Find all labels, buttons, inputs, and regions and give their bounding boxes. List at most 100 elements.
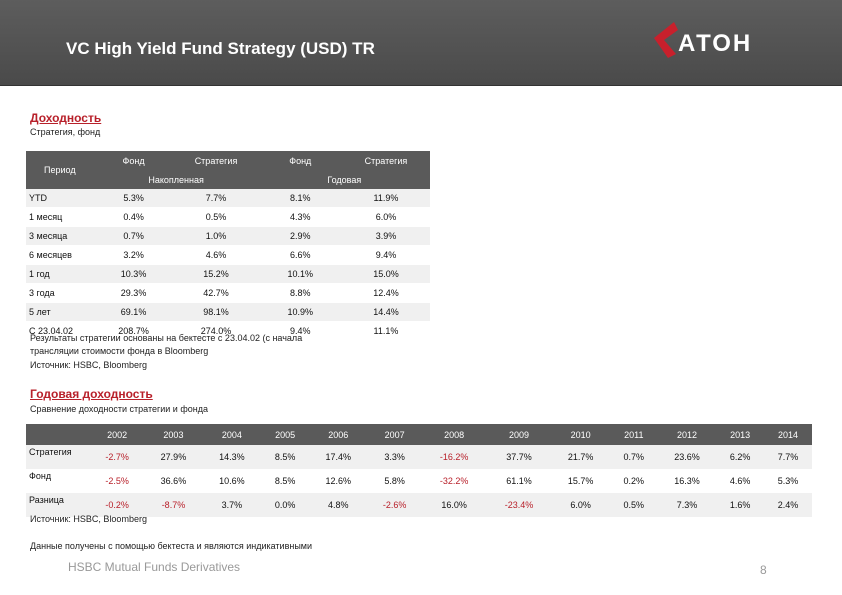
annual-corner <box>26 424 90 445</box>
cell-value: 37.7% <box>486 445 552 469</box>
cell-value: 0.5% <box>609 493 658 517</box>
backtest-note-line2: трансляции стоимости фонда в Bloomberg <box>30 346 209 356</box>
annual-title: Годовая доходность <box>30 387 153 401</box>
aton-logo-icon <box>654 22 678 58</box>
cell-value: 12.4% <box>341 283 430 303</box>
cell-value: 17.4% <box>309 445 368 469</box>
cell-value: -2.5% <box>105 476 129 486</box>
cell-value: 21.7% <box>551 445 610 469</box>
cell-value: 7.7% <box>764 445 812 469</box>
cell-value: 1.6% <box>716 493 765 517</box>
cell-value: 12.6% <box>325 476 351 486</box>
cell-value: 1.0% <box>173 226 259 246</box>
row-label: 1 месяц <box>26 207 94 227</box>
returns-row: 5 лет 69.1% 98.1% 10.9% 14.4% <box>26 302 430 322</box>
logo-text: АТОН <box>678 30 753 57</box>
cell-value: -16.2% <box>421 445 487 469</box>
cell-value: 8.1% <box>258 189 342 208</box>
cell-value: 3.7% <box>202 493 262 517</box>
cell-value: 10.1% <box>258 264 342 284</box>
row-label: Разница <box>26 493 90 517</box>
cell-value: 10.3% <box>93 264 174 284</box>
row-label: 5 лет <box>26 302 94 322</box>
returns-row: 1 месяц 0.4% 0.5% 4.3% 6.0% <box>26 207 430 227</box>
header-strategy-cum: Стратегия <box>173 151 259 170</box>
row-label: Стратегия <box>26 445 90 469</box>
cell-value: 8.8% <box>258 283 342 303</box>
cell-value: 5.3% <box>93 189 174 208</box>
year-header: 2013 <box>716 424 765 445</box>
year-header: 2002 <box>90 424 145 445</box>
cell-value: 69.1% <box>93 302 174 322</box>
annual-row: Фонд -2.5% 36.6% 10.6% 8.5% 12.6% 5.8% -32.2% 61… <box>26 469 812 493</box>
year-header: 2014 <box>764 424 812 445</box>
year-header: 2004 <box>202 424 262 445</box>
returns-title: Доходность <box>30 111 102 125</box>
cell-value: 4.6% <box>729 476 751 486</box>
annual-subtitle: Сравнение доходности стратегии и фонда <box>30 404 208 414</box>
cell-value: 9.4% <box>341 245 430 265</box>
row-label: 3 года <box>26 283 94 303</box>
cell-value: 36.6% <box>160 476 187 486</box>
cell-value: -2.6% <box>367 493 422 517</box>
header-fund-cum: Фонд <box>93 151 174 170</box>
header-bar: VC High Yield Fund Strategy (USD) TR АТО… <box>0 0 842 86</box>
cell-value: -32.2% <box>439 476 469 486</box>
cell-value: 14.4% <box>341 302 430 322</box>
returns-subtitle: Стратегия, фонд <box>30 127 101 137</box>
cell-value: 8.5% <box>274 476 296 486</box>
disclaimer: Данные получены с помощью бектеста и явл… <box>30 541 313 551</box>
returns-row: 3 месяца 0.7% 1.0% 2.9% 3.9% <box>26 226 430 246</box>
row-label: 3 месяца <box>26 226 94 246</box>
cell-value: 15.7% <box>567 476 594 486</box>
cell-value: 5.3% <box>777 476 799 486</box>
returns-row: С 23.04.02 208.7% 274.0% 9.4% 11.1% <box>26 321 430 341</box>
row-label: 1 год <box>26 264 94 284</box>
returns-row: 3 года 29.3% 42.7% 8.8% 12.4% <box>26 283 430 303</box>
header-strategy-annual: Стратегия <box>341 151 430 170</box>
row-label: Фонд <box>29 471 52 481</box>
cell-value: 61.1% <box>506 476 532 486</box>
cell-value: 0.7% <box>93 226 174 246</box>
row-label: С 23.04.02 <box>26 321 94 341</box>
cell-value: 9.4% <box>258 321 342 341</box>
cell-value: 274.0% <box>173 321 259 341</box>
cell-value: 4.3% <box>258 207 342 227</box>
cell-value: 6.2% <box>716 445 765 469</box>
cell-value: 6.0% <box>551 493 610 517</box>
cell-value: 3.3% <box>367 445 422 469</box>
cell-value: 7.7% <box>173 189 259 208</box>
cell-value: 16.0% <box>421 493 487 517</box>
returns-row: 6 месяцев 3.2% 4.6% 6.6% 9.4% <box>26 245 430 265</box>
cell-value: 3.9% <box>341 226 430 246</box>
year-header: 2010 <box>551 424 610 445</box>
annual-row: Стратегия -2.7% 27.9% 14.3% 8.5% 17.4% 3.3% -16… <box>26 445 812 469</box>
cell-value: 10.6% <box>219 476 245 486</box>
cell-value: 0.2% <box>623 476 645 486</box>
year-header: 2012 <box>657 424 717 445</box>
cell-value: 2.4% <box>764 493 812 517</box>
cell-value: 10.9% <box>258 302 342 322</box>
cell-value: 23.6% <box>657 445 717 469</box>
returns-source: Источник: HSBC, Bloomberg <box>30 360 147 370</box>
cell-value: 0.4% <box>93 207 174 227</box>
footer-text: HSBC Mutual Funds Derivatives <box>68 560 241 574</box>
cell-value: 3.2% <box>93 245 174 265</box>
cell-value: 6.6% <box>258 245 342 265</box>
cell-value: 4.8% <box>309 493 368 517</box>
cell-value: 27.9% <box>144 445 203 469</box>
cell-value: 4.6% <box>173 245 259 265</box>
cell-value: 0.5% <box>173 207 259 227</box>
year-header: 2003 <box>144 424 203 445</box>
cell-value: 16.3% <box>674 476 700 486</box>
returns-table: Период Фонд Стратегия Фонд Стратегия Нак… <box>26 151 430 341</box>
cell-value: 0.0% <box>261 493 309 517</box>
cell-value: 15.2% <box>173 264 259 284</box>
year-header: 2011 <box>609 424 658 445</box>
row-label: 6 месяцев <box>26 245 94 265</box>
year-header: 2007 <box>367 424 422 445</box>
cell-value: 0.7% <box>609 445 658 469</box>
cell-value: -2.7% <box>90 445 145 469</box>
returns-row: YTD 5.3% 7.7% 8.1% 11.9% <box>26 189 430 208</box>
annual-table: 2002 2003 2004 2005 2006 2007 2008 2009 2010 2011… <box>26 424 812 517</box>
